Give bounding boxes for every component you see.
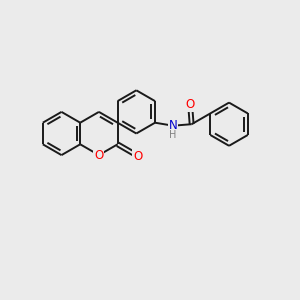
Text: O: O (133, 149, 142, 163)
Text: O: O (94, 148, 104, 162)
Text: O: O (185, 98, 195, 111)
Text: N: N (169, 119, 177, 132)
Text: H: H (169, 130, 177, 140)
